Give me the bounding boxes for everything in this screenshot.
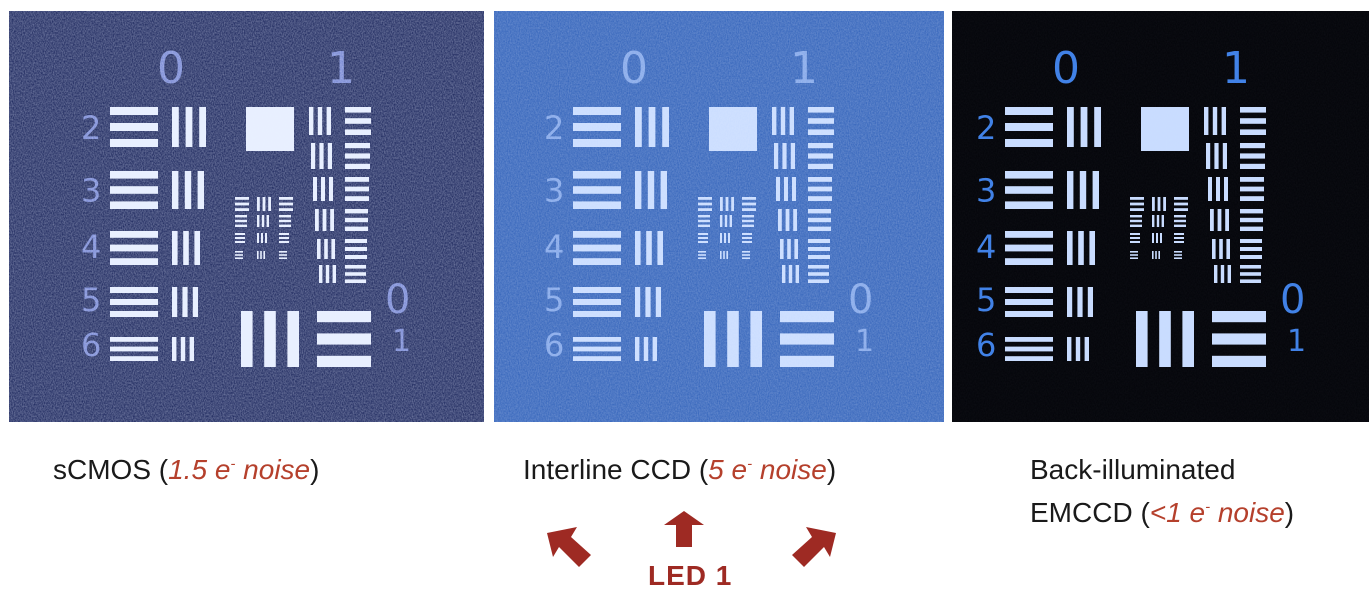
up-arrow-icon: [664, 511, 704, 547]
camera-name: Interline CCD: [523, 454, 692, 485]
sensor-noise: [952, 11, 1369, 422]
up-left-arrow-icon: [547, 527, 591, 567]
emccd-caption: Back-illuminated EMCCD (<1 e- noise): [1030, 454, 1295, 528]
sensor-noise: [494, 11, 944, 422]
emccd-image: 010123456: [952, 11, 1369, 422]
interline-ccd-image: 010123456: [494, 11, 944, 422]
camera-name: sCMOS: [53, 454, 151, 485]
camera-name: EMCCD: [1030, 497, 1133, 528]
interline-ccd-caption: Interline CCD (5 e- noise): [523, 454, 837, 485]
noise-value: 5 e- noise: [708, 454, 827, 485]
sensor-noise: [9, 11, 484, 422]
resolution-target: 010123456: [952, 11, 1369, 422]
noise-value: <1 e- noise: [1149, 497, 1285, 528]
noise-value: 1.5 e- noise: [168, 454, 311, 485]
camera-type: Back-illuminated: [1030, 454, 1236, 485]
resolution-target: 010123456: [9, 11, 484, 422]
resolution-target: 010123456: [494, 11, 944, 422]
scmos-image: 010123456: [9, 11, 484, 422]
led-label: LED 1: [648, 560, 733, 591]
scmos-caption: sCMOS (1.5 e- noise): [53, 454, 320, 485]
up-right-arrow-icon: [792, 527, 836, 567]
